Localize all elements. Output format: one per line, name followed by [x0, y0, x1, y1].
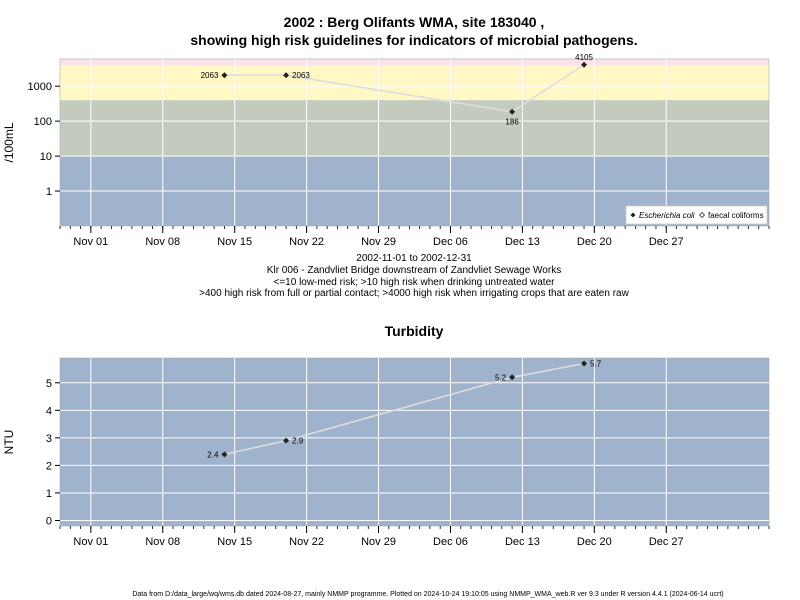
plot-frame [59, 357, 770, 527]
y-axis-label: /100mL [2, 122, 16, 162]
plot-frame [59, 58, 770, 227]
caption-line-2: Klr 006 - Zandvliet Bridge downstream of… [267, 265, 561, 276]
y-tick-label-3: 1000 [28, 81, 52, 93]
y-tick-label-1: 10 [40, 151, 52, 163]
risk-band-2 [60, 65, 769, 101]
series-line-0 [224, 362, 585, 456]
x-tick-label-0: Nov 01 [73, 536, 108, 548]
legend-entry-0: Escherichia coli [639, 211, 695, 220]
x-tick-label-1: Nov 08 [145, 236, 180, 248]
data-point-1 [283, 437, 290, 444]
x-tick-label-1: Nov 08 [145, 536, 180, 548]
data-point-2 [509, 374, 516, 381]
x-tick-label-6: Dec 13 [505, 236, 540, 248]
y-tick-label-2: 2 [46, 460, 52, 472]
x-tick-label-6: Dec 13 [505, 536, 540, 548]
x-tick-label-8: Dec 27 [649, 236, 684, 248]
chart-title-line-1: 2002 : Berg Olifants WMA, site 183040 , [284, 14, 545, 30]
legend-box [625, 205, 768, 225]
y-tick-label-3: 3 [46, 433, 52, 445]
y-tick-label-4: 4 [46, 405, 52, 417]
series-line-0 [224, 64, 585, 113]
x-tick-label-4: Nov 29 [361, 536, 396, 548]
y-tick-label-2: 100 [34, 116, 52, 128]
plot-background [60, 358, 769, 526]
ecoli-panel: Nov 01 Nov 08 Nov 15 Nov 22 Nov 29 Dec 06 Dec … [2, 53, 770, 248]
risk-band-3 [60, 59, 769, 66]
turbidity-panel: Nov 01 Nov 08 Nov 15 Nov 22 Nov 29 Dec 06 Dec … [2, 357, 770, 548]
x-tick-label-0: Nov 01 [73, 236, 108, 248]
x-tick-label-4: Nov 29 [361, 236, 396, 248]
data-point-2 [509, 108, 516, 115]
x-tick-label-2: Nov 15 [217, 536, 252, 548]
turbidity-title: Turbidity [385, 323, 444, 339]
caption-line-1: 2002-11-01 to 2002-12-31 [356, 253, 472, 264]
data-point-3 [581, 61, 588, 68]
legend-entry-1: faecal coliforms [708, 211, 764, 220]
y-tick-label-0: 1 [46, 186, 52, 198]
footer-note: Data from D:/data_large/wq/wms.db dated … [132, 591, 723, 598]
data-point-0 [221, 72, 228, 79]
data-label-3: 5.7 [590, 360, 602, 369]
data-label-2: 5.2 [495, 373, 507, 382]
data-point-3 [581, 360, 588, 367]
data-point-0 [221, 451, 228, 458]
x-tick-label-8: Dec 27 [649, 536, 684, 548]
data-label-0: 2063 [201, 71, 219, 80]
x-tick-label-2: Nov 15 [217, 236, 252, 248]
data-label-2: 186 [505, 118, 519, 127]
data-label-0: 2.4 [207, 450, 219, 459]
data-point-1 [283, 72, 290, 79]
x-tick-label-3: Nov 22 [289, 536, 324, 548]
caption-line-4: >400 high risk from full or partial cont… [199, 288, 629, 299]
caption-line-3: <=10 low-med risk; >10 high risk when dr… [274, 277, 556, 288]
legend-marker-0 [630, 212, 636, 218]
x-tick-label-7: Dec 20 [577, 536, 612, 548]
data-label-1: 2.9 [292, 437, 304, 446]
risk-band-1 [60, 100, 769, 157]
legend-marker-1 [698, 211, 706, 219]
y-tick-label-5: 5 [46, 378, 52, 390]
data-label-3: 4105 [575, 53, 593, 62]
x-tick-label-3: Nov 22 [289, 236, 324, 248]
data-label-1: 2063 [292, 71, 310, 80]
y-axis-label: NTU [2, 430, 16, 455]
x-tick-label-5: Dec 06 [433, 536, 468, 548]
y-tick-label-0: 0 [46, 515, 52, 527]
y-tick-label-1: 1 [46, 488, 52, 500]
x-tick-label-5: Dec 06 [433, 236, 468, 248]
chart-title-line-2: showing high risk guidelines for indicat… [190, 32, 637, 48]
x-tick-label-7: Dec 20 [577, 236, 612, 248]
